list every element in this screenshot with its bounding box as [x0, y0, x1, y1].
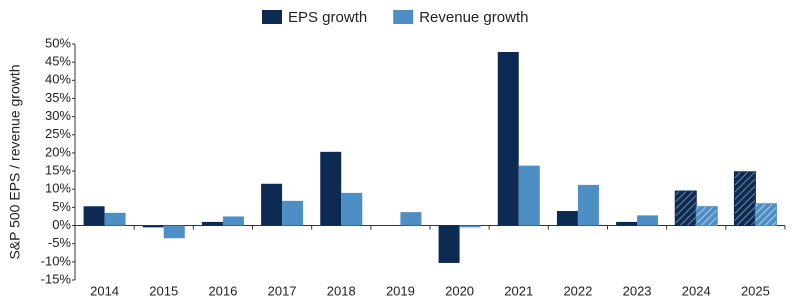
bar	[261, 183, 283, 226]
x-tick-label: 2014	[90, 283, 119, 298]
y-tick-label: 0%	[52, 217, 71, 232]
x-tick-label: 2019	[386, 283, 415, 298]
bar	[459, 225, 481, 228]
y-tick-label: 25%	[45, 126, 71, 141]
bar	[222, 216, 244, 226]
x-tick-label: 2021	[504, 283, 533, 298]
x-tick-label: 2022	[563, 283, 592, 298]
y-tick-label: 40%	[45, 72, 71, 87]
bar	[438, 225, 460, 263]
bar	[320, 151, 342, 226]
legend-swatch	[393, 10, 414, 24]
x-tick-label: 2020	[445, 283, 474, 298]
y-tick-label: -10%	[41, 253, 72, 268]
bar	[577, 184, 599, 226]
bar	[556, 211, 578, 226]
y-tick-label: 20%	[45, 144, 71, 159]
bar	[674, 190, 697, 227]
x-tick-label: 2015	[149, 283, 178, 298]
y-tick-label: -15%	[41, 271, 72, 286]
y-axis-label: S&P 500 EPS / revenue growth	[7, 64, 23, 259]
y-tick-label: -5%	[48, 235, 72, 250]
y-tick-label: 50%	[45, 35, 71, 50]
bar	[83, 206, 105, 226]
legend-label: Revenue growth	[419, 9, 528, 26]
bar	[104, 212, 126, 226]
x-tick-label: 2024	[682, 283, 711, 298]
legend-label: EPS growth	[288, 9, 367, 26]
bar	[733, 171, 756, 227]
bar	[637, 215, 659, 226]
bar	[142, 225, 164, 228]
x-tick-label: 2025	[741, 283, 770, 298]
y-tick-label: 35%	[45, 90, 71, 105]
x-tick-label: 2017	[268, 283, 297, 298]
y-tick-label: 5%	[52, 199, 71, 214]
bar	[616, 221, 638, 226]
bar	[754, 203, 777, 227]
bar	[518, 165, 540, 226]
y-tick-label: 15%	[45, 163, 71, 178]
y-tick-label: 10%	[45, 181, 71, 196]
bar	[163, 225, 185, 239]
y-tick-label: 45%	[45, 54, 71, 69]
legend-swatch	[262, 10, 282, 24]
bar	[400, 212, 422, 226]
bar	[282, 200, 304, 226]
x-tick-label: 2023	[623, 283, 652, 298]
x-tick-label: 2016	[208, 283, 237, 298]
bar	[695, 206, 718, 227]
y-tick-label: 30%	[45, 108, 71, 123]
bar	[497, 51, 519, 226]
bar	[201, 221, 223, 226]
x-tick-label: 2018	[327, 283, 356, 298]
bar	[341, 192, 363, 226]
